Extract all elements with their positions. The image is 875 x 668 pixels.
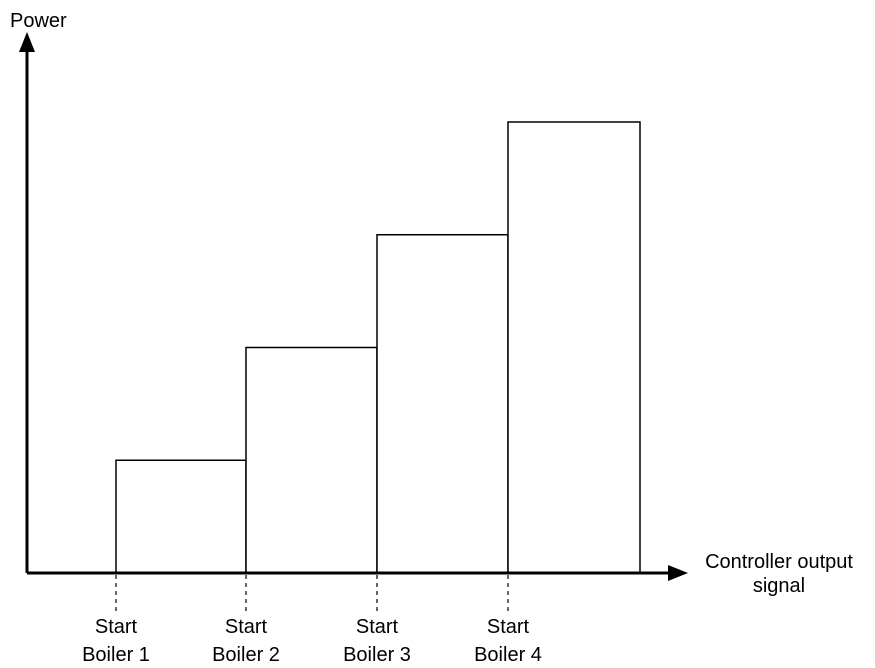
tick-label-1: Start Boiler 1 <box>82 616 150 666</box>
y-axis-label: Power <box>10 10 67 32</box>
y-axis-arrow-icon <box>19 32 35 52</box>
bar-1 <box>115 459 247 574</box>
plot-area: Power Controller output signal Start Boiler … <box>10 10 853 666</box>
bar-3 <box>376 234 509 574</box>
tick-label-2: Start Boiler 2 <box>212 616 280 666</box>
x-axis-label: Controller output signal <box>705 551 853 597</box>
bar-2 <box>245 346 378 574</box>
x-axis-arrow-icon <box>668 565 688 581</box>
tick-label-4: Start Boiler 4 <box>474 616 542 666</box>
tick-label-3: Start Boiler 3 <box>343 616 411 666</box>
bar-4 <box>507 121 641 574</box>
